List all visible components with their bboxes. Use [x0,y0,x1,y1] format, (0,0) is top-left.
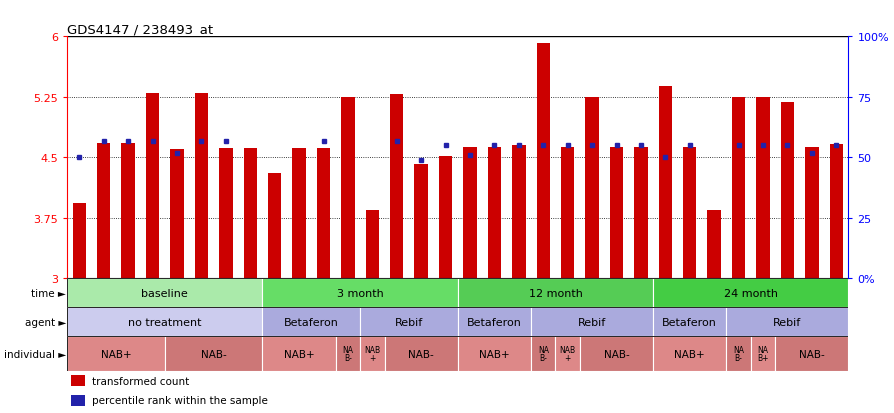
Bar [530,337,555,371]
Bar [67,278,262,308]
Bar [658,87,671,278]
Text: GDS4147 / 238493_at: GDS4147 / 238493_at [67,23,213,36]
Bar [609,147,622,278]
Bar [262,337,335,371]
Text: NAB
+: NAB + [364,345,380,362]
Text: NAB+: NAB+ [674,349,704,358]
Text: baseline: baseline [141,288,188,298]
Bar [585,97,598,278]
Bar [682,147,696,278]
Bar [195,93,208,278]
Text: NAB-: NAB- [798,349,823,358]
Text: 3 month: 3 month [336,288,383,298]
Text: transformed count: transformed count [92,376,190,386]
Bar [653,308,726,337]
Bar [780,103,793,278]
Bar [243,148,257,278]
Bar [414,164,427,278]
Bar [390,95,403,278]
Bar [653,337,726,371]
Bar [457,337,530,371]
Text: NA
B-: NA B- [537,345,548,362]
Bar [774,337,848,371]
Bar [384,337,457,371]
Bar [653,278,848,308]
Bar [71,395,85,406]
Bar [829,144,842,278]
Text: individual ►: individual ► [4,349,66,358]
Bar [706,211,720,278]
Bar [511,146,525,278]
Bar [359,308,457,337]
Bar [335,337,359,371]
Text: NAB+: NAB+ [283,349,314,358]
Text: percentile rank within the sample: percentile rank within the sample [92,396,267,406]
Text: Rebif: Rebif [394,317,423,327]
Bar [262,278,457,308]
Text: 24 month: 24 month [723,288,777,298]
Bar [316,148,330,278]
Text: NAB-: NAB- [200,349,226,358]
Text: Rebif: Rebif [578,317,605,327]
Bar [731,97,745,278]
Bar [366,211,379,278]
Bar [341,97,354,278]
Text: NA
B+: NA B+ [756,345,768,362]
Bar [67,308,262,337]
Bar [457,308,530,337]
Bar [579,337,653,371]
Bar [122,143,135,278]
Text: NAB-: NAB- [408,349,434,358]
Bar [555,337,579,371]
Bar [536,44,549,278]
Text: Betaferon: Betaferon [467,317,521,327]
Bar [71,375,85,386]
Text: 12 month: 12 month [528,288,582,298]
Text: Rebif: Rebif [772,317,801,327]
Bar [67,337,164,371]
Bar [755,97,769,278]
Bar [487,147,501,278]
Bar [726,337,750,371]
Text: no treatment: no treatment [128,317,201,327]
Bar [72,204,86,278]
Bar [219,148,232,278]
Text: time ►: time ► [31,288,66,298]
Text: NAB
+: NAB + [559,345,575,362]
Bar [561,147,574,278]
Bar [457,278,653,308]
Bar [97,143,110,278]
Text: Betaferon: Betaferon [283,317,338,327]
Bar [146,93,159,278]
Text: NAB-: NAB- [603,349,628,358]
Bar [750,337,774,371]
Text: NA
B-: NA B- [342,345,353,362]
Text: agent ►: agent ► [24,317,66,327]
Bar [170,150,183,278]
Text: NAB+: NAB+ [100,349,131,358]
Bar [530,308,653,337]
Bar [262,308,359,337]
Bar [164,337,262,371]
Text: NAB+: NAB+ [478,349,510,358]
Bar [634,147,647,278]
Bar [292,148,306,278]
Bar [805,147,818,278]
Text: Betaferon: Betaferon [662,317,716,327]
Bar [463,147,477,278]
Bar [359,337,384,371]
Bar [438,156,451,278]
Text: NA
B-: NA B- [732,345,743,362]
Bar [726,308,848,337]
Bar [267,174,281,278]
